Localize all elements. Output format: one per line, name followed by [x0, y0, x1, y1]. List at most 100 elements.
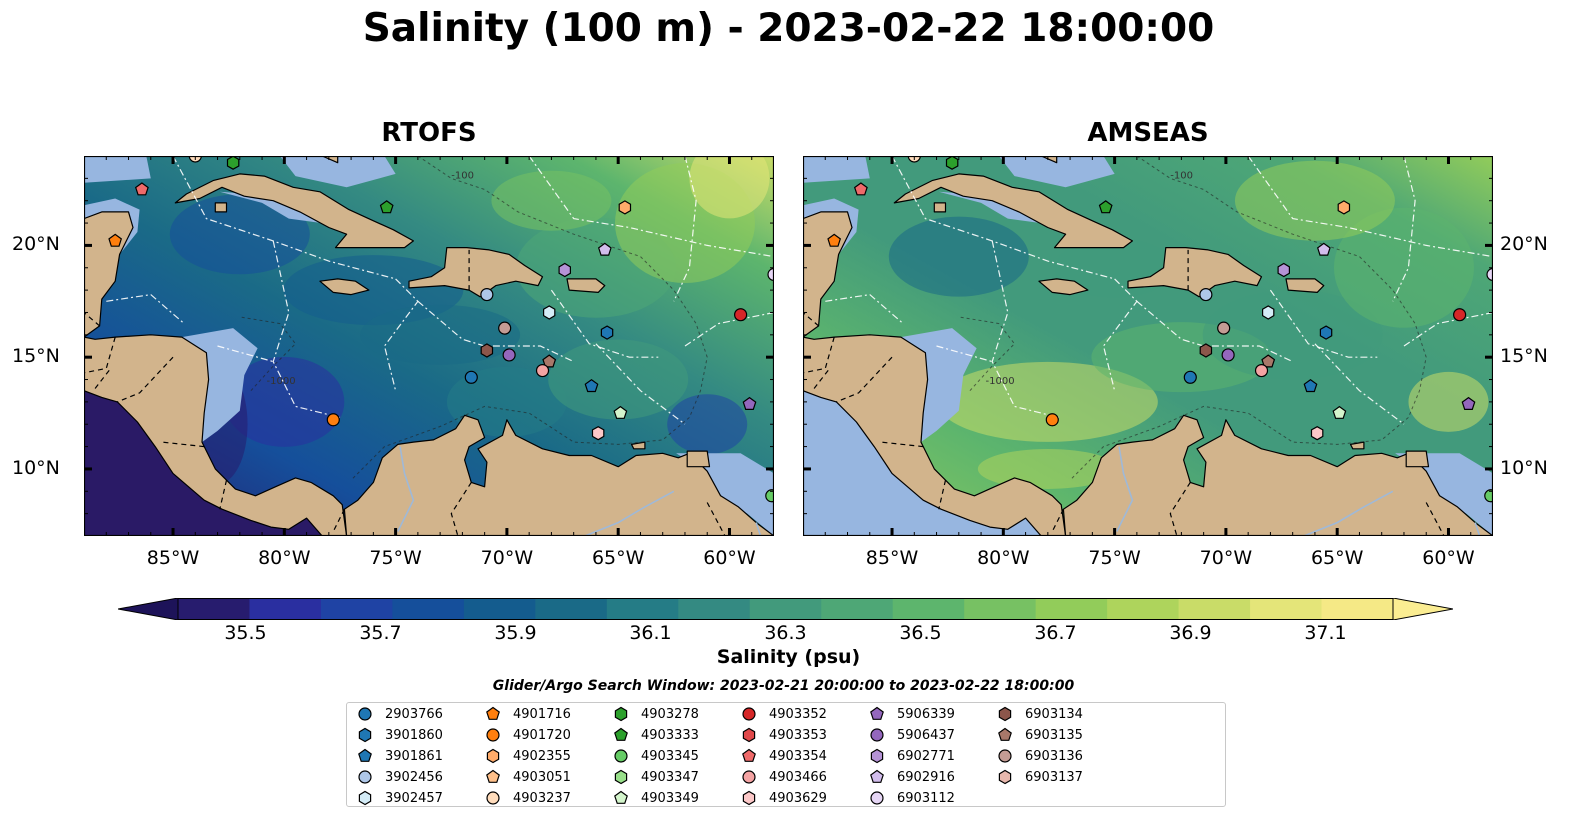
pentagon-marker-icon	[870, 769, 884, 783]
legend-item: 2903766	[356, 704, 443, 724]
colorbar-tick-label: 35.5	[224, 622, 267, 644]
colorbar-tick-label: 36.3	[764, 622, 807, 644]
legend-item: 4903345	[612, 746, 699, 766]
hexagon-marker-icon	[742, 727, 756, 743]
river	[1474, 522, 1481, 536]
hexagon-marker-icon	[358, 790, 372, 806]
legend-item: 6902916	[868, 767, 955, 787]
eez-boundary	[106, 293, 185, 325]
circle-marker-icon	[870, 728, 884, 742]
jamaica-land	[1038, 278, 1089, 296]
eez-boundary	[1247, 156, 1493, 258]
country-border	[84, 312, 100, 327]
salinity-patch	[888, 216, 1029, 297]
circle-marker-icon	[742, 770, 756, 784]
legend-label: 4901720	[513, 727, 571, 743]
colorbar-under-extend	[118, 598, 179, 620]
legend-label: 6903134	[1025, 706, 1083, 722]
legend-label: 5906437	[897, 727, 955, 743]
float-marker-4901720	[1045, 413, 1059, 427]
legend-item: 4902355	[484, 746, 571, 766]
campeche-edge	[84, 156, 151, 183]
float-marker-2903766	[464, 370, 478, 384]
circle-marker-icon	[870, 728, 884, 742]
float-marker-6902916	[597, 242, 612, 256]
lat-tick-label-right: 20°N	[1500, 233, 1548, 256]
float-marker-3901861	[584, 378, 599, 393]
circle-marker-icon	[742, 770, 756, 784]
float-marker-4903629	[1310, 426, 1324, 441]
country-border	[1425, 502, 1445, 536]
float-marker-4903345	[1484, 489, 1493, 503]
legend-label: 4903349	[641, 790, 699, 806]
contour-label: -100	[451, 170, 474, 181]
legend-label: 4903333	[641, 727, 699, 743]
eez-boundary	[1102, 278, 1138, 391]
lon-tick-label: 70°W	[480, 547, 534, 569]
float-marker-4901720	[326, 413, 340, 427]
country-border	[1051, 508, 1064, 532]
colorbar-segment	[678, 598, 751, 620]
legend-label: 3902457	[385, 790, 443, 806]
pentagon-marker-icon	[486, 706, 500, 720]
lon-tick-label: 80°W	[977, 547, 1030, 569]
bahamas-andros-land	[1040, 156, 1058, 164]
float-marker-3902457	[543, 305, 556, 320]
river	[397, 446, 415, 532]
float-marker-4903352	[734, 308, 748, 322]
cuba-south-shelf	[219, 191, 323, 224]
colorbar-segment	[1107, 598, 1180, 620]
float-marker-4902355	[618, 200, 632, 215]
legend-label: 4903278	[641, 706, 699, 722]
colorbar-segment	[892, 598, 965, 620]
float-marker-2903766	[1183, 370, 1197, 384]
hexagon-marker-icon	[614, 769, 628, 785]
eez-boundary	[1392, 156, 1416, 302]
eez-boundary	[1403, 311, 1493, 347]
hexagon-marker-icon	[486, 748, 500, 764]
hexagon-marker-icon	[614, 769, 628, 785]
legend-item: 5906437	[868, 725, 955, 745]
legend-item: 3901861	[356, 746, 443, 766]
lon-tick-label: 65°W	[591, 547, 645, 569]
eez-boundary	[936, 345, 993, 363]
salinity-patch	[689, 156, 770, 219]
circle-marker-icon	[998, 749, 1012, 763]
circle-marker-icon	[358, 770, 372, 784]
float-marker-6903112	[1486, 267, 1493, 282]
eez-boundary	[684, 311, 774, 347]
river	[584, 490, 675, 536]
country-border	[219, 479, 228, 510]
eez-boundary	[272, 240, 341, 419]
country-border	[938, 479, 947, 510]
lon-tick-label: 80°W	[258, 547, 311, 569]
cuba-land	[174, 173, 414, 249]
float-marker-4903349	[613, 405, 628, 419]
float-marker-4903333	[1098, 200, 1113, 214]
legend-label: 6903112	[897, 790, 955, 806]
river	[1303, 490, 1394, 536]
isla-juventud-land	[214, 202, 228, 213]
nicaragua-shelf	[181, 328, 258, 443]
hexagon-marker-icon	[998, 769, 1012, 785]
hexagon-marker-icon	[486, 748, 500, 764]
search-window-caption: Glider/Argo Search Window: 2023-02-21 20…	[492, 678, 1075, 694]
eez-boundary	[595, 343, 686, 425]
float-marker-3901860	[1319, 325, 1333, 340]
hexagon-marker-icon	[358, 727, 372, 743]
salinity-patch	[667, 394, 748, 455]
country-border	[880, 441, 924, 448]
bahama-banks	[998, 156, 1115, 188]
hexagon-marker-icon	[998, 706, 1012, 722]
rtofs-panel-title: RTOFS	[381, 118, 477, 148]
float-marker-4901716	[827, 233, 842, 247]
nicaragua-shelf	[900, 328, 977, 443]
legend-label: 4902355	[513, 748, 571, 764]
float-marker-6903136	[498, 321, 512, 335]
country-border	[813, 368, 831, 389]
circle-marker-icon	[486, 791, 500, 805]
country-border	[84, 336, 116, 374]
circle-marker-icon	[614, 749, 628, 763]
country-border	[450, 482, 472, 536]
float-marker-6903112	[767, 267, 774, 282]
